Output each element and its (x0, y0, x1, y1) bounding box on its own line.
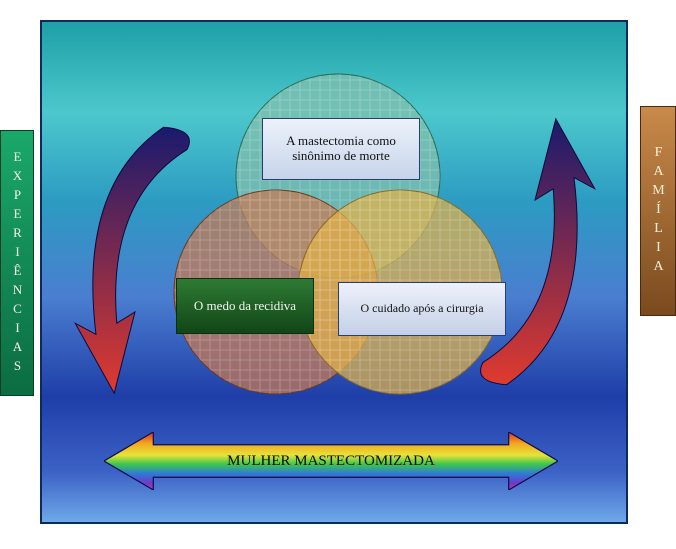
label-text: O cuidado após a cirurgia (360, 302, 483, 316)
side-label-text: FAMÍLIA (650, 145, 666, 278)
side-label-family: FAMÍLIA (640, 106, 676, 316)
side-label-experiences: EXPERIÊNCIAS (0, 130, 34, 396)
label-text: A mastectomia como sinônimo de morte (269, 134, 413, 164)
label-box-post-surgery-care: O cuidado após a cirurgia (338, 282, 506, 336)
svg-text:MULHER MASTECTOMIZADA: MULHER MASTECTOMIZADA (227, 453, 435, 469)
diagram-stage: A mastectomia como sinônimo de morte O m… (0, 0, 676, 549)
bottom-double-arrow: MULHER MASTECTOMIZADA (104, 432, 558, 490)
label-box-fear-recurrence: O medo da recidiva (176, 278, 314, 334)
label-box-mastectomy-death: A mastectomia como sinônimo de morte (262, 118, 420, 180)
curved-arrow-left (70, 116, 200, 396)
curved-arrow-right (470, 116, 600, 396)
label-text: O medo da recidiva (194, 299, 296, 314)
side-label-text: EXPERIÊNCIAS (9, 149, 25, 377)
